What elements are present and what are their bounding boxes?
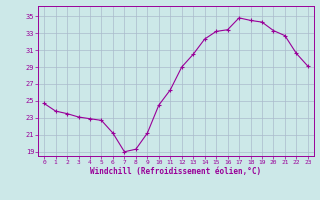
X-axis label: Windchill (Refroidissement éolien,°C): Windchill (Refroidissement éolien,°C) <box>91 167 261 176</box>
